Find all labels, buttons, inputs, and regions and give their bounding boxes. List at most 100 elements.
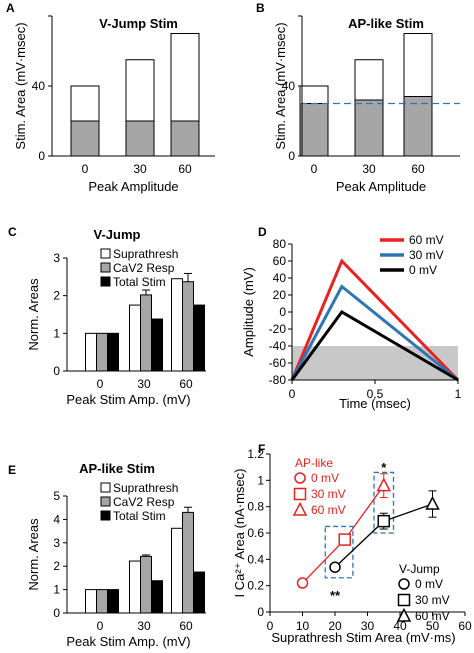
bar <box>129 304 141 372</box>
panel-letter: A <box>6 1 15 15</box>
bar <box>193 571 205 614</box>
bar <box>70 85 100 122</box>
panel-letter: F <box>258 442 265 456</box>
y-tick-label: 40 <box>32 79 46 93</box>
y-tick-label: 3 <box>53 251 60 265</box>
legend-swatch <box>100 496 111 507</box>
point-circle <box>296 577 309 589</box>
y-tick-label: 4 <box>53 512 60 526</box>
legend-label: 60 mV <box>409 233 444 247</box>
panel-letter: D <box>258 225 267 239</box>
y-tick-label: 3 <box>53 536 60 550</box>
legend-label: Total Stim <box>113 275 166 289</box>
y-axis-label: Amplitude (mV) <box>241 267 256 357</box>
y-tick-label: 0 <box>53 364 60 378</box>
y-tick-label: 2 <box>53 289 60 303</box>
x-tick-label: 30 <box>137 619 151 633</box>
x-tick-label: 60 <box>178 162 192 176</box>
point-triangle <box>396 607 412 622</box>
x-tick-label: 30 <box>362 162 376 176</box>
y-tick-label: 1 <box>53 583 60 597</box>
x-axis-label: Time (msec) <box>339 396 411 411</box>
panel-f: F00.20.40.60.811.20 10 20 30 40 50 60***AP-lik… <box>232 442 472 645</box>
point-square <box>293 487 307 501</box>
bar <box>170 33 200 122</box>
legend-title: AP-like <box>295 456 333 470</box>
x-tick-label: 10 <box>296 619 310 633</box>
series-line <box>290 258 460 382</box>
panel-letter: B <box>256 1 265 15</box>
y-tick-label: -60 <box>269 356 287 370</box>
bar <box>107 589 119 614</box>
y-tick-label: 2 <box>53 559 60 573</box>
x-axis-label: Suprathresh Stim Area (mV·ms) <box>271 630 455 645</box>
x-tick-label: 0 <box>97 377 104 391</box>
bar <box>182 511 194 614</box>
x-tick-label: 30 <box>133 162 147 176</box>
bar <box>85 589 97 614</box>
x-tick-label: 0 <box>289 387 296 401</box>
bar <box>140 555 152 614</box>
bar <box>140 294 152 372</box>
x-tick-label: 1 <box>455 387 462 401</box>
y-tick-label: 1.2 <box>247 447 264 461</box>
bar <box>403 33 433 97</box>
x-tick-label: 30 <box>137 377 151 391</box>
bar <box>96 332 108 372</box>
legend-label: 30 mV <box>409 248 444 262</box>
y-tick-label: 0.6 <box>247 526 264 540</box>
legend-label: 30 mV <box>311 487 346 501</box>
y-tick-label: 20 <box>273 288 287 302</box>
legend-swatch <box>100 510 111 521</box>
legend-swatch <box>100 262 111 273</box>
y-tick-label: 0.8 <box>247 500 264 514</box>
bar <box>129 560 141 614</box>
significance-mark: * <box>381 460 387 475</box>
bar <box>171 278 183 372</box>
legend-label: Suprathresh <box>113 481 178 495</box>
x-tick-label: 0 <box>97 619 104 633</box>
highlight-box <box>324 525 354 579</box>
point-triangle <box>292 501 308 516</box>
y-axis-label: Norm. Areas <box>26 518 41 591</box>
legend-swatch <box>100 482 111 493</box>
y-tick-label: 0 <box>288 149 295 163</box>
legend-label: 0 mV <box>311 471 339 485</box>
x-tick-label: 40 <box>393 619 407 633</box>
point-circle <box>294 472 306 484</box>
x-tick-label: 20 <box>328 619 342 633</box>
x-tick-label: 30 <box>361 619 375 633</box>
x-tick-label: 0 <box>82 162 89 176</box>
point-triangle <box>376 477 391 492</box>
series-line <box>290 284 459 382</box>
legend-label: 0 mV <box>409 263 437 277</box>
panel-letter: E <box>8 463 16 477</box>
x-tick-label: 60 <box>179 377 193 391</box>
x-tick-label: 60 <box>458 619 472 633</box>
legend-title: V-Jump <box>399 562 440 576</box>
point-square <box>377 514 390 528</box>
x-tick-label: 60 <box>411 162 425 176</box>
x-axis-label: Peak Amplitude <box>336 179 426 194</box>
bar <box>299 85 329 104</box>
y-tick-label: 1 <box>53 326 60 340</box>
highlight-box <box>373 471 395 534</box>
y-axis-label: Norm. Areas <box>26 278 41 351</box>
x-tick-label: 60 <box>179 619 193 633</box>
y-tick-label: 0 <box>53 606 60 620</box>
y-tick-label: 80 <box>273 237 287 251</box>
bar <box>354 59 384 101</box>
legend-swatch <box>100 276 111 287</box>
legend-label: 60 mV <box>415 609 450 623</box>
panel-b: B 0 30 60 0 40 AP-like Stim Peak Amplitude Stim.… <box>256 1 460 194</box>
y-axis-label: Stim. Area (mV·msec) <box>273 22 288 149</box>
y-tick-label: 0.2 <box>247 579 264 593</box>
significance-mark: ** <box>330 588 341 603</box>
y-tick-label: 40 <box>273 271 287 285</box>
bar <box>107 332 119 372</box>
panel-title: AP-like Stim <box>79 461 155 476</box>
y-tick-label: -40 <box>269 339 287 353</box>
bar <box>171 527 183 614</box>
